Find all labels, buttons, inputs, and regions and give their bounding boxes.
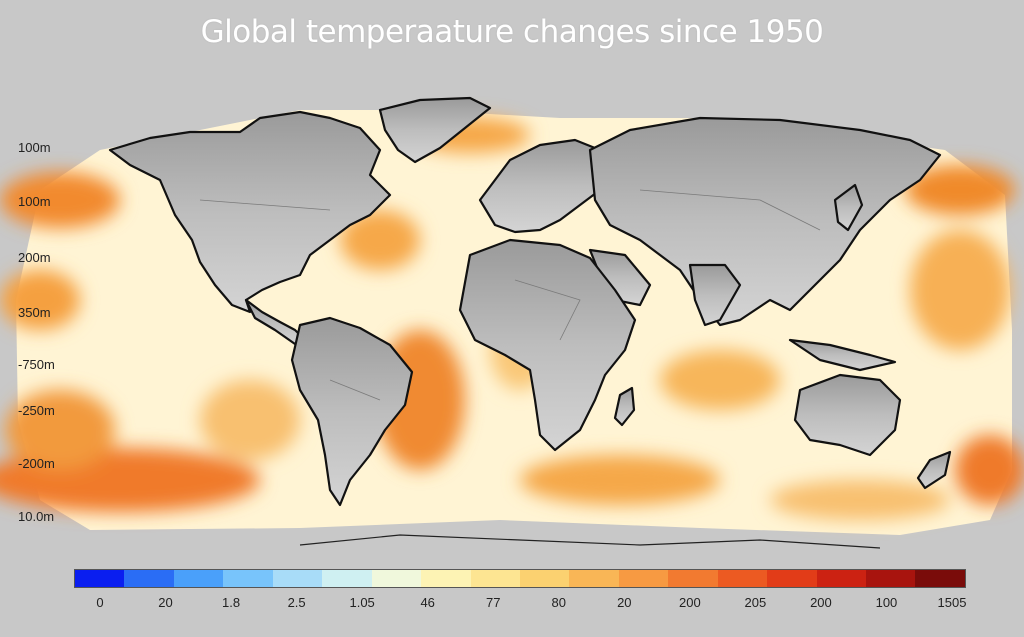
legend-swatch — [569, 570, 619, 587]
legend-tick-label: 20 — [158, 595, 173, 610]
y-label: -200m — [18, 456, 55, 471]
continents — [108, 96, 952, 549]
legend-tick-label: 205 — [744, 595, 767, 610]
y-label: 350m — [18, 305, 51, 320]
asia — [588, 116, 942, 327]
legend-tick-label: 1.05 — [349, 595, 375, 610]
legend-swatch — [915, 570, 965, 587]
madagascar — [613, 386, 636, 427]
legend-swatch — [371, 570, 422, 587]
africa — [458, 238, 637, 452]
greenland — [378, 96, 492, 164]
y-label: 100m — [18, 194, 51, 209]
legend-tick-label: 100 — [875, 595, 898, 610]
legend-tick-label: 1505 — [937, 595, 967, 610]
color-legend-bar — [74, 569, 966, 588]
legend-swatch — [866, 570, 916, 587]
legend-tick-label: 46 — [420, 595, 435, 610]
antarctica-edge — [299, 534, 881, 549]
south-america — [290, 316, 414, 507]
country-borders — [199, 189, 821, 401]
legend-swatch — [668, 570, 718, 587]
legend-swatch — [470, 570, 520, 587]
australia — [793, 373, 902, 457]
map-title: Global temperaature changes since 1950 — [200, 14, 824, 50]
y-label: -750m — [18, 357, 55, 372]
new-zealand — [916, 450, 952, 490]
legend-tick-label: 80 — [551, 595, 566, 610]
legend-swatch — [816, 570, 866, 587]
legend-swatch — [322, 570, 372, 587]
legend-swatch — [223, 570, 273, 587]
legend-swatch — [173, 570, 224, 587]
legend-tick-label: 2.5 — [287, 595, 306, 610]
legend-swatch — [767, 570, 817, 587]
legend-swatch — [618, 570, 669, 587]
y-label: 100m — [18, 140, 51, 155]
india — [688, 263, 742, 327]
legend-tick-label: 200 — [678, 595, 701, 610]
y-label: 10.0m — [18, 509, 55, 524]
legend-tick-label: 1.8 — [222, 595, 241, 610]
legend-swatch — [717, 570, 768, 587]
legend-tick-label: 20 — [617, 595, 632, 610]
indonesia — [788, 338, 897, 372]
legend-swatch — [124, 570, 174, 587]
y-label: 200m — [18, 250, 51, 265]
y-label: -250m — [18, 403, 55, 418]
legend-swatch — [519, 570, 570, 587]
legend-tick-label: 77 — [485, 595, 501, 610]
north-america — [108, 110, 392, 314]
japan — [833, 183, 864, 232]
y-axis-labels: 100m 100m 200m 350m -750m -250m -200m 10… — [18, 0, 88, 632]
color-legend-ticks: 0 20 1.8 2.5 1.05 46 77 80 20 200 205 200 100 1505 — [74, 595, 966, 615]
legend-tick-label: 0 — [96, 595, 104, 610]
legend-swatch — [75, 570, 125, 587]
legend-swatch — [272, 570, 323, 587]
legend-swatch — [421, 570, 471, 587]
warming-hotspots — [0, 117, 1024, 520]
legend-tick-label: 200 — [810, 595, 832, 610]
